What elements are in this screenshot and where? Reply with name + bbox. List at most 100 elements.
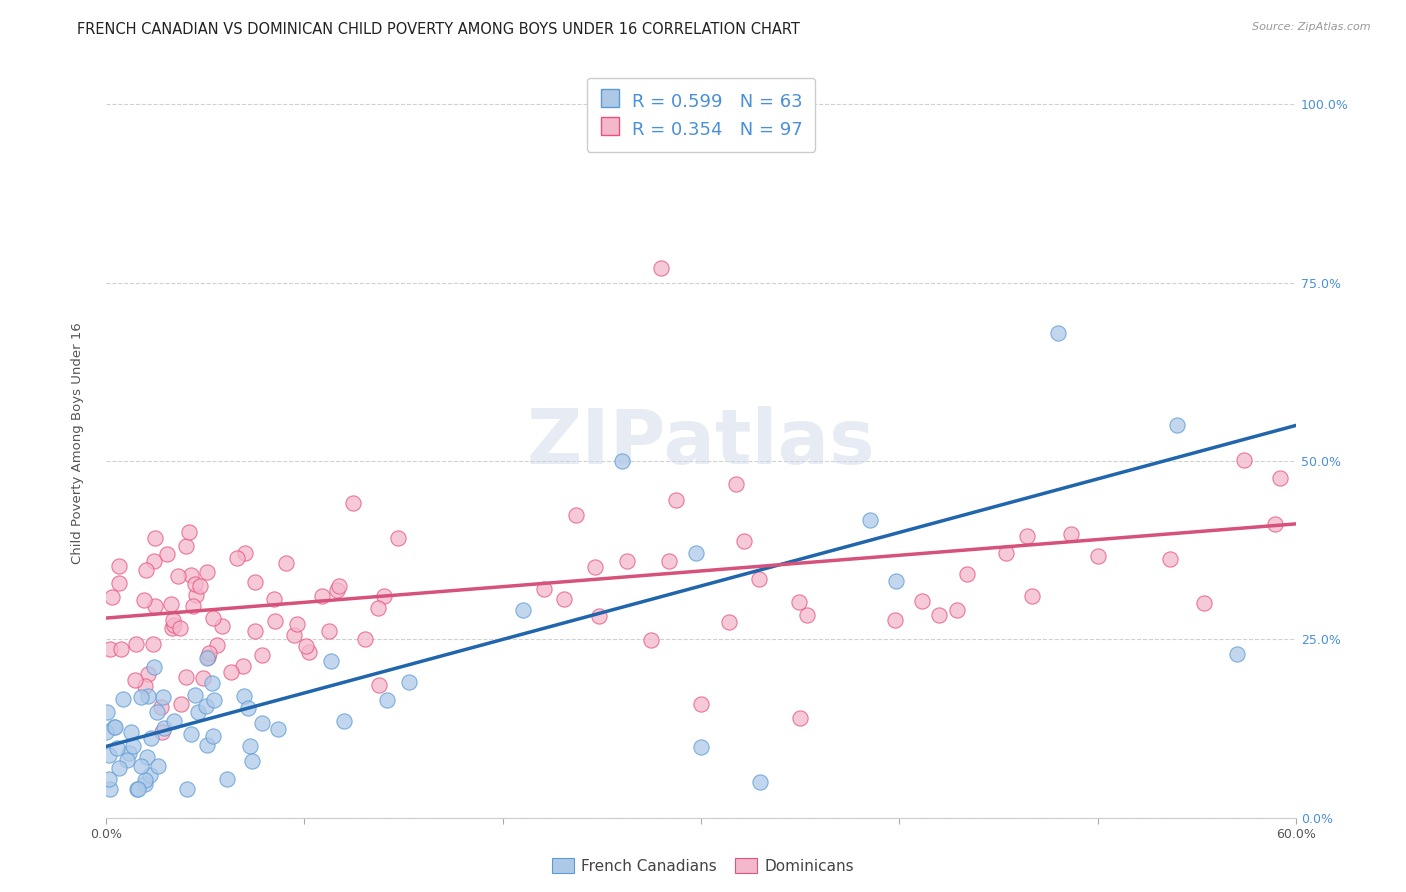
Point	[135, 563, 157, 577]
Point	[184, 576, 207, 591]
Point	[690, 697, 713, 711]
Point	[180, 726, 202, 740]
Point	[110, 642, 132, 657]
Point	[107, 761, 129, 775]
Point	[1194, 596, 1216, 610]
Point	[107, 559, 129, 574]
Point	[129, 759, 152, 773]
Point	[202, 611, 225, 625]
Point	[120, 725, 142, 739]
Point	[232, 659, 254, 673]
Point	[100, 590, 122, 604]
Point	[160, 597, 183, 611]
Point	[236, 700, 259, 714]
Point	[111, 691, 134, 706]
Point	[201, 729, 224, 743]
Point	[97, 772, 120, 787]
Point	[146, 705, 169, 719]
Point	[134, 776, 156, 790]
Point	[995, 546, 1018, 560]
Point	[136, 750, 159, 764]
Point	[690, 739, 713, 754]
Point	[187, 705, 209, 719]
Point	[202, 692, 225, 706]
Point	[326, 583, 349, 598]
Point	[1047, 326, 1070, 340]
Point	[134, 773, 156, 788]
Point	[235, 546, 257, 560]
Point	[1268, 471, 1291, 485]
Point	[143, 599, 166, 614]
Point	[911, 593, 934, 607]
Point	[285, 617, 308, 632]
Point	[274, 556, 297, 570]
Point	[124, 673, 146, 687]
Point	[928, 608, 950, 623]
Point	[118, 746, 141, 760]
Point	[96, 705, 118, 719]
Point	[98, 748, 121, 763]
Y-axis label: Child Poverty Among Boys Under 16: Child Poverty Among Boys Under 16	[72, 322, 84, 564]
Point	[367, 601, 389, 615]
Point	[104, 720, 127, 734]
Point	[146, 758, 169, 772]
Point	[139, 731, 162, 745]
Point	[640, 632, 662, 647]
Point	[167, 569, 190, 583]
Point	[250, 648, 273, 662]
Point	[215, 772, 238, 787]
Point	[533, 582, 555, 596]
Point	[353, 632, 375, 647]
Point	[263, 591, 285, 606]
Point	[152, 690, 174, 704]
Point	[142, 660, 165, 674]
Point	[1233, 453, 1256, 467]
Point	[588, 609, 610, 624]
Text: FRENCH CANADIAN VS DOMINICAN CHILD POVERTY AMONG BOYS UNDER 16 CORRELATION CHART: FRENCH CANADIAN VS DOMINICAN CHILD POVER…	[77, 22, 800, 37]
Point	[1225, 647, 1247, 661]
Point	[127, 782, 149, 797]
Point	[174, 539, 197, 553]
Point	[138, 666, 160, 681]
Point	[367, 678, 389, 692]
Point	[143, 531, 166, 545]
Text: ZIPatlas: ZIPatlas	[527, 406, 876, 480]
Point	[616, 554, 638, 568]
Point	[583, 559, 606, 574]
Point	[650, 261, 672, 276]
Point	[183, 689, 205, 703]
Point	[859, 513, 882, 527]
Point	[685, 546, 707, 560]
Point	[328, 579, 350, 593]
Point	[197, 650, 219, 665]
Point	[149, 700, 172, 714]
Point	[342, 496, 364, 510]
Legend: R = 0.599   N = 63, R = 0.354   N = 97: R = 0.599 N = 63, R = 0.354 N = 97	[586, 78, 815, 152]
Point	[884, 574, 907, 588]
Point	[184, 588, 207, 602]
Point	[725, 477, 748, 491]
Point	[195, 565, 218, 579]
Point	[205, 639, 228, 653]
Point	[105, 741, 128, 756]
Legend: French Canadians, Dominicans: French Canadians, Dominicans	[546, 852, 860, 880]
Point	[169, 621, 191, 635]
Point	[162, 613, 184, 627]
Point	[160, 621, 183, 635]
Point	[748, 572, 770, 586]
Point	[1159, 552, 1181, 566]
Point	[298, 644, 321, 658]
Point	[240, 754, 263, 768]
Point	[163, 714, 186, 729]
Point	[658, 554, 681, 568]
Point	[195, 738, 218, 752]
Point	[565, 508, 588, 522]
Point	[749, 775, 772, 789]
Point	[150, 725, 173, 739]
Point	[163, 617, 186, 632]
Point	[219, 665, 242, 680]
Point	[239, 739, 262, 753]
Point	[115, 753, 138, 767]
Point	[96, 724, 118, 739]
Point	[295, 639, 318, 653]
